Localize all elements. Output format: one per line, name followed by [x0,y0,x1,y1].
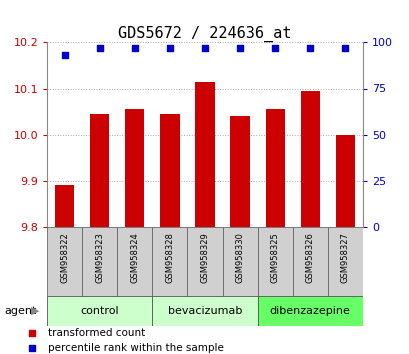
Bar [257,296,362,326]
Bar [47,227,82,297]
Bar [265,109,284,227]
Bar [90,114,109,227]
Bar [152,227,187,297]
Bar [257,227,292,297]
Point [29,346,36,351]
Bar [300,91,319,227]
Title: GDS5672 / 224636_at: GDS5672 / 224636_at [118,26,291,42]
Text: percentile rank within the sample: percentile rank within the sample [48,343,224,353]
Bar [195,82,214,227]
Text: GSM958325: GSM958325 [270,232,279,283]
Text: control: control [80,306,119,316]
Bar [117,227,152,297]
Point [131,45,138,51]
Text: GSM958323: GSM958323 [95,232,104,283]
Text: dibenzazepine: dibenzazepine [269,306,350,316]
Bar [160,114,179,227]
Point [96,45,103,51]
Text: transformed count: transformed count [48,328,145,338]
Bar [55,185,74,227]
Text: GSM958329: GSM958329 [200,232,209,283]
Text: ▶: ▶ [31,306,39,316]
Bar [187,227,222,297]
Point [166,45,173,51]
Text: GSM958328: GSM958328 [165,232,174,283]
Point [29,330,36,336]
Point [61,52,68,58]
Bar [327,227,362,297]
Text: GSM958322: GSM958322 [60,232,69,283]
Text: agent: agent [4,306,36,316]
Bar [125,109,144,227]
Bar [47,296,152,326]
Point [236,45,243,51]
Point [341,45,348,51]
Bar [152,296,257,326]
Text: GSM958330: GSM958330 [235,232,244,283]
Bar [222,227,257,297]
Text: GSM958327: GSM958327 [340,232,349,283]
Bar [82,227,117,297]
Text: bevacizumab: bevacizumab [167,306,242,316]
Bar [230,116,249,227]
Bar [335,135,354,227]
Point [201,45,208,51]
Bar [292,227,327,297]
Point [271,45,278,51]
Point [306,45,313,51]
Text: GSM958324: GSM958324 [130,232,139,283]
Text: GSM958326: GSM958326 [305,232,314,283]
